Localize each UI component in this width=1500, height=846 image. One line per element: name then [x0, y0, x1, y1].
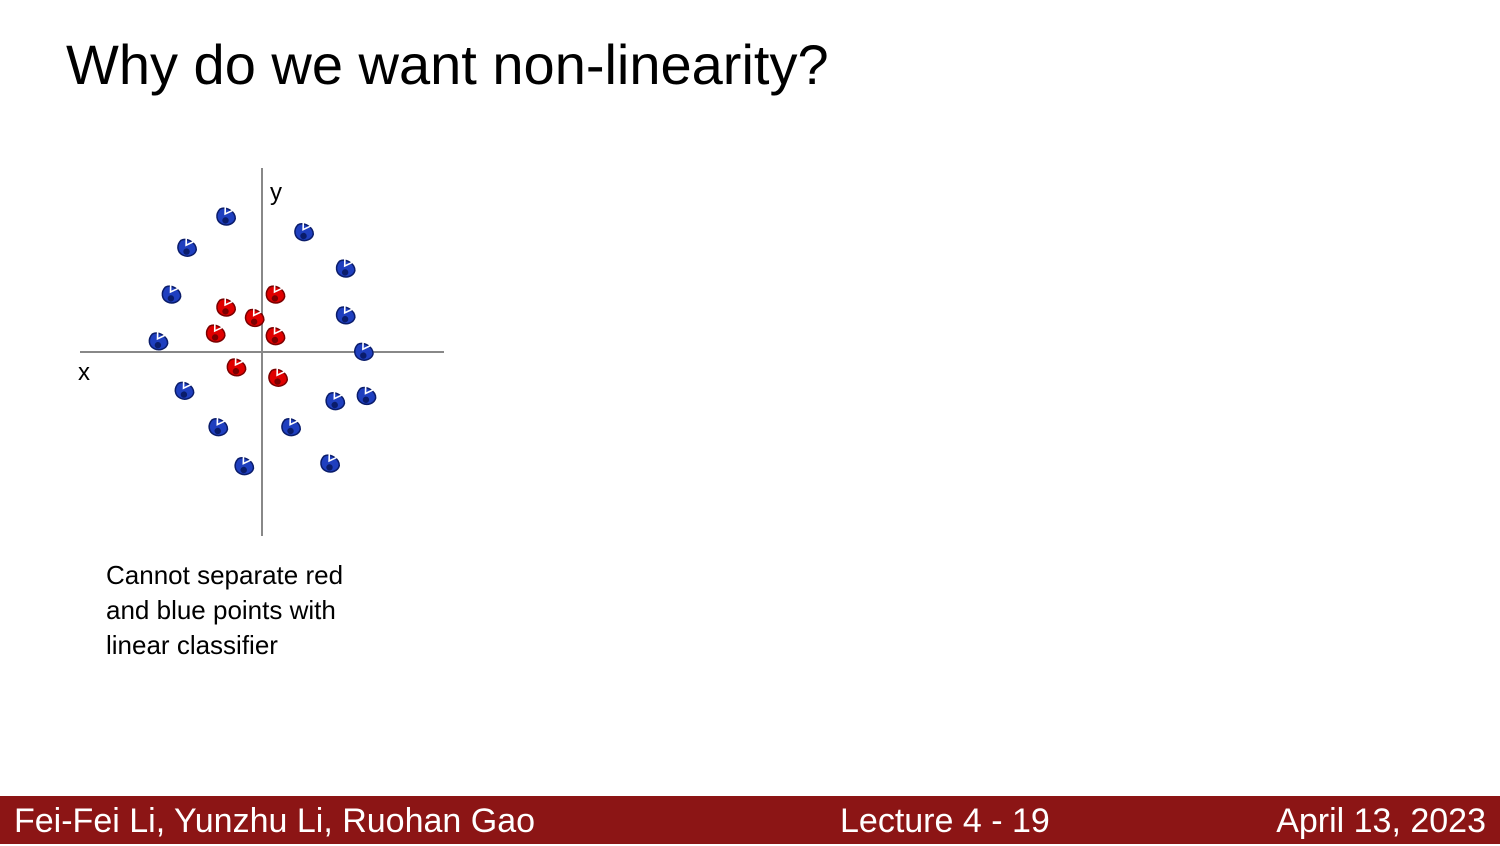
scatter-svg: x y: [78, 168, 444, 536]
blue-data-point: [148, 331, 169, 351]
y-axis-label: y: [270, 179, 282, 206]
data-points: [148, 206, 377, 476]
footer-lecture-number: Lecture 4 - 19: [840, 802, 1050, 840]
blue-data-point: [208, 417, 229, 437]
caption-line: Cannot separate red: [106, 560, 344, 590]
blue-data-point: [335, 258, 356, 278]
blue-data-point: [294, 222, 315, 242]
slide-caption: Cannot separate red and blue points with…: [106, 558, 426, 663]
blue-data-point: [234, 456, 255, 476]
red-data-point: [226, 357, 247, 377]
caption-line: linear classifier: [106, 630, 278, 660]
footer-date: April 13, 2023: [1276, 802, 1486, 840]
red-data-point: [265, 284, 286, 304]
blue-data-point: [177, 237, 198, 257]
blue-data-point: [354, 341, 374, 361]
caption-line: and blue points with: [106, 595, 336, 625]
blue-data-point: [325, 391, 346, 411]
x-axis-label: x: [78, 359, 90, 386]
blue-data-point: [216, 206, 237, 226]
blue-data-point: [281, 417, 302, 437]
red-data-point: [265, 326, 286, 346]
blue-data-point: [356, 386, 377, 406]
red-data-point: [244, 308, 265, 328]
blue-data-point: [335, 305, 356, 325]
scatter-plot: x y: [70, 160, 460, 550]
footer-bar: Fei-Fei Li, Yunzhu Li, Ruohan Gao Lectur…: [0, 796, 1500, 844]
footer-authors: Fei-Fei Li, Yunzhu Li, Ruohan Gao: [14, 802, 536, 840]
blue-data-point: [174, 380, 195, 400]
slide-title: Why do we want non-linearity?: [66, 33, 829, 96]
blue-data-point: [320, 453, 341, 473]
blue-data-point: [161, 284, 182, 304]
red-data-point: [216, 297, 237, 317]
red-data-point: [268, 367, 289, 387]
red-data-point: [205, 323, 226, 343]
